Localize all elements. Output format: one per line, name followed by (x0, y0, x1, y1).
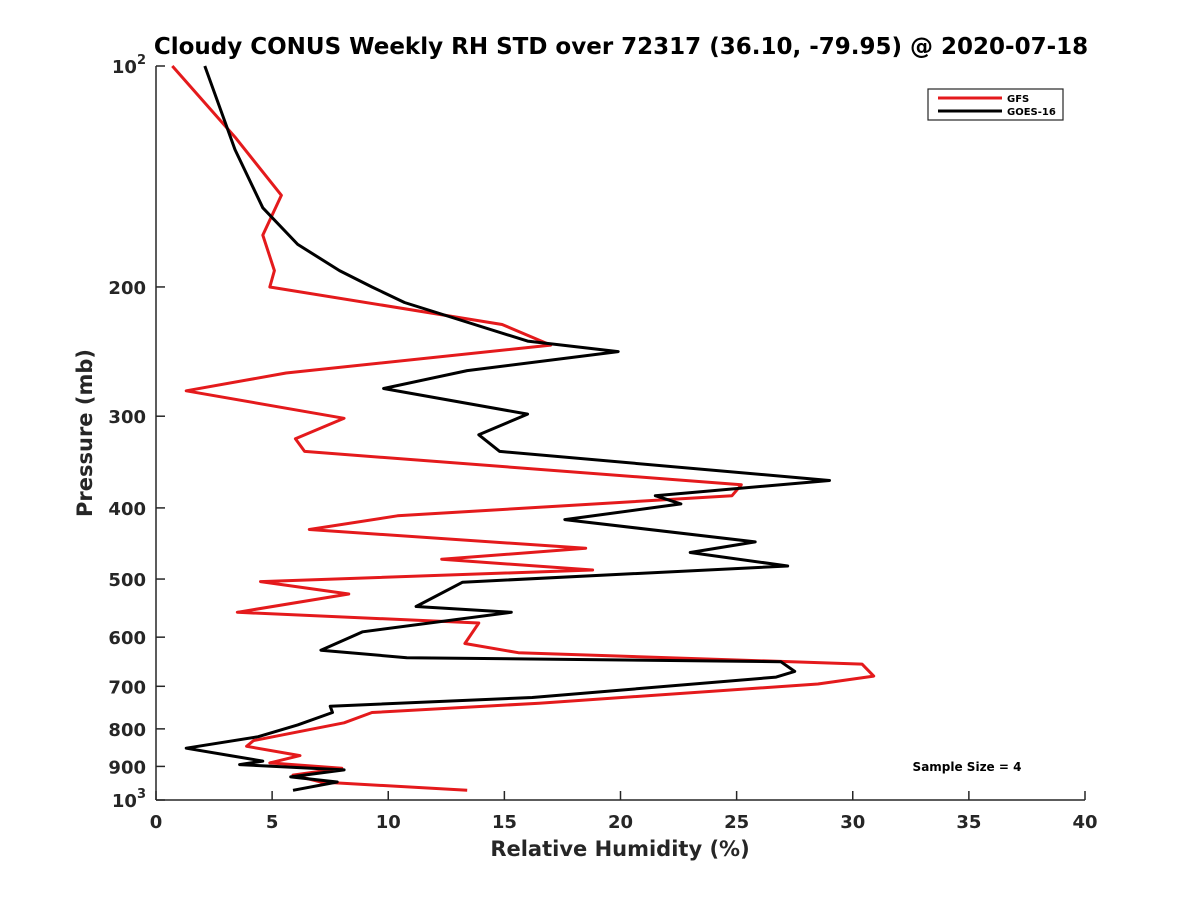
y-tick-label: 400 (108, 499, 146, 520)
y-tick-label: 800 (108, 720, 146, 741)
x-tick-label: 15 (492, 812, 517, 833)
x-tick-label: 10 (376, 812, 401, 833)
series-line-gfs (171, 65, 876, 792)
y-tick-label: 300 (108, 407, 146, 428)
x-tick-label: 30 (840, 812, 865, 833)
tick-group: 0 5 10 15 20 25 30 35 40 102 200 300 400 500 600 700 800… (108, 53, 1097, 833)
y-axis-label: Pressure (mb) (73, 349, 97, 517)
chart-title: Cloudy CONUS Weekly RH STD over 72317 (3… (154, 34, 1088, 60)
x-tick-label: 40 (1072, 812, 1097, 833)
legend: GFS GOES-16 (927, 88, 1064, 121)
y-tick-label: 900 (108, 757, 146, 778)
y-tick-label: 700 (108, 677, 146, 698)
sample-size-annotation: Sample Size = 4 (913, 760, 1022, 774)
y-tick-label: 500 (108, 570, 146, 591)
x-tick-label: 0 (150, 812, 163, 833)
legend-label: GFS (1007, 94, 1029, 105)
x-tick-label: 20 (608, 812, 633, 833)
y-tick-label: 200 (108, 278, 146, 299)
x-axis-label: Relative Humidity (%) (490, 837, 749, 861)
x-tick-label: 5 (266, 812, 279, 833)
legend-box (927, 88, 1064, 121)
series-group (171, 65, 876, 792)
x-tick-label: 25 (724, 812, 749, 833)
series-line-goes-16 (184, 65, 831, 792)
y-tick-label: 600 (108, 628, 146, 649)
legend-label: GOES-16 (1007, 107, 1056, 118)
y-tick-label: 103 (112, 787, 146, 812)
y-tick-label: 102 (112, 53, 146, 78)
x-tick-label: 35 (956, 812, 981, 833)
